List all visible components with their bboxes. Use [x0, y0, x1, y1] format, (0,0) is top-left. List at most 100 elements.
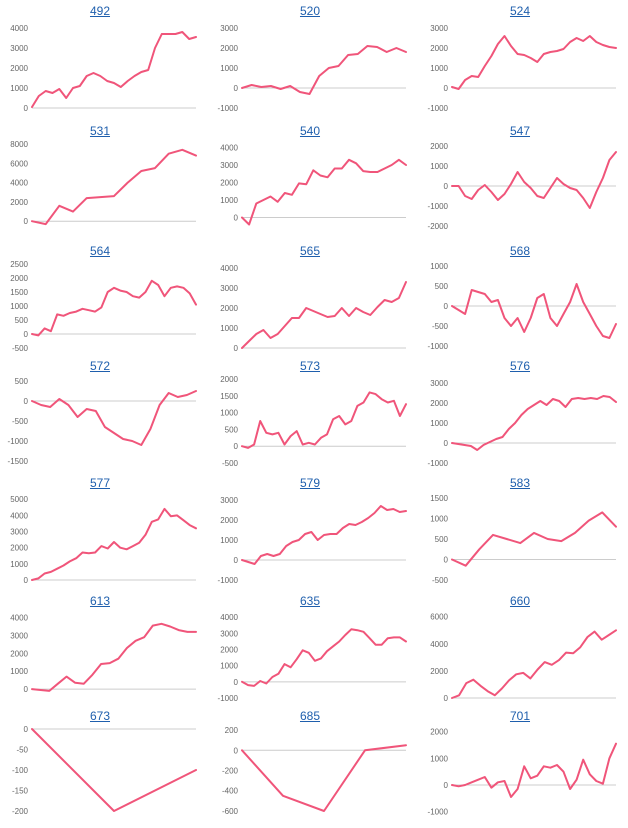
y-tick-label: -400: [222, 787, 239, 796]
y-tick-label: 500: [225, 425, 239, 434]
y-tick-label: 1000: [220, 64, 238, 73]
y-tick-label: -1000: [218, 694, 239, 703]
y-tick-label: 3000: [220, 629, 238, 638]
chart-plot: 0 1000 2000 3000 4000: [220, 144, 407, 226]
y-tick-label: 0: [444, 84, 449, 93]
chart-title-link[interactable]: 579: [299, 476, 321, 490]
chart-panel: 547 -2000 -1000 0 1000 2000: [420, 120, 620, 232]
chart-title-link[interactable]: 576: [509, 359, 531, 373]
y-tick-label: 500: [15, 316, 29, 325]
chart-panel: 673 -200 -150 -100 -50 0: [0, 705, 200, 817]
y-tick-label: 3000: [220, 284, 238, 293]
y-tick-label: 1000: [430, 162, 448, 171]
y-tick-label: 0: [444, 694, 449, 703]
y-tick-label: 0: [444, 439, 449, 448]
chart-plot: 0 1000 2000 3000 4000 5000: [10, 495, 197, 585]
y-tick-label: 0: [24, 725, 29, 734]
chart-plot: -600 -400 -200 0 200: [222, 726, 407, 816]
chart-plot: -1000 -500 0 500 1000: [428, 262, 617, 351]
y-tick-label: -1000: [428, 459, 449, 468]
y-tick-label: 1000: [220, 409, 238, 418]
chart-plot: -1000 0 1000 2000 3000: [428, 379, 617, 468]
y-tick-label: 2000: [220, 44, 238, 53]
chart-title-link[interactable]: 635: [299, 594, 321, 608]
y-tick-label: 3000: [10, 44, 28, 53]
y-tick-label: 1000: [430, 515, 448, 524]
y-tick-label: 1000: [10, 560, 28, 569]
chart-plot: -2000 -1000 0 1000 2000: [428, 142, 617, 231]
y-tick-label: 2000: [220, 516, 238, 525]
chart-title-link[interactable]: 673: [89, 709, 111, 723]
series-line: [31, 728, 197, 812]
chart-title-link[interactable]: 685: [299, 709, 321, 723]
y-tick-label: 0: [24, 397, 29, 406]
chart-plot: 0 2000 4000 6000 8000: [10, 140, 197, 226]
chart-title-link[interactable]: 492: [89, 4, 111, 18]
y-tick-label: 3000: [430, 379, 448, 388]
chart-plot: -1000 0 1000 2000: [428, 728, 617, 817]
chart-title-link[interactable]: 613: [89, 594, 111, 608]
y-tick-label: -1000: [428, 808, 449, 817]
chart-title-link[interactable]: 577: [89, 476, 111, 490]
chart-title-link[interactable]: 568: [509, 244, 531, 258]
y-tick-label: 2500: [10, 260, 28, 269]
chart-title-link[interactable]: 701: [509, 709, 531, 723]
chart-title-link[interactable]: 547: [509, 124, 531, 138]
chart-title-link[interactable]: 565: [299, 244, 321, 258]
y-tick-label: 1500: [10, 288, 28, 297]
y-tick-label: -200: [222, 766, 239, 775]
y-tick-label: 1000: [10, 84, 28, 93]
series-line: [241, 628, 407, 687]
y-tick-label: 1000: [220, 662, 238, 671]
chart-panel: 572 -1500 -1000 -500 0 500: [0, 355, 200, 467]
chart-plot: -1000 0 1000 2000 3000 4000: [218, 613, 407, 703]
chart-plot: 0 1000 2000 3000 4000: [10, 24, 197, 113]
series-line: [451, 283, 617, 339]
chart-panel: 568 -1000 -500 0 500 1000: [420, 240, 620, 352]
y-tick-label: 4000: [220, 613, 238, 622]
y-tick-label: 1000: [430, 419, 448, 428]
y-tick-label: 1000: [220, 324, 238, 333]
chart-title-link[interactable]: 660: [509, 594, 531, 608]
chart-panel: 492 0 1000 2000 3000 4000: [0, 0, 200, 113]
series-line: [31, 622, 197, 692]
y-tick-label: 4000: [10, 179, 28, 188]
y-tick-label: 500: [435, 535, 449, 544]
chart-plot: -1000 0 1000 2000 3000: [428, 24, 617, 113]
chart-title-link[interactable]: 531: [89, 124, 111, 138]
chart-title-link[interactable]: 540: [299, 124, 321, 138]
series-line: [241, 505, 407, 565]
y-tick-label: 3000: [220, 161, 238, 170]
y-tick-label: -1000: [428, 104, 449, 113]
chart-plot: -200 -150 -100 -50 0: [12, 725, 197, 816]
y-tick-label: 0: [24, 104, 29, 113]
y-tick-label: 4000: [10, 24, 28, 33]
y-tick-label: 8000: [10, 140, 28, 149]
chart-title-link[interactable]: 520: [299, 4, 321, 18]
chart-panel: 524 -1000 0 1000 2000 3000: [420, 0, 620, 113]
y-tick-label: -500: [12, 417, 29, 426]
y-tick-label: 0: [444, 556, 449, 565]
y-tick-label: -2000: [428, 222, 449, 231]
chart-title-link[interactable]: 583: [509, 476, 531, 490]
chart-title-link[interactable]: 573: [299, 359, 321, 373]
chart-panel: 685 -600 -400 -200 0 200: [210, 705, 410, 817]
y-tick-label: 5000: [10, 495, 28, 504]
y-tick-label: -1500: [8, 457, 29, 466]
series-line: [241, 744, 407, 812]
chart-panel: 660 0 2000 4000 6000: [420, 590, 620, 703]
y-tick-label: 1500: [220, 392, 238, 401]
y-tick-label: -50: [16, 745, 28, 754]
chart-plot: -1000 0 1000 2000 3000: [218, 496, 407, 585]
y-tick-label: 3000: [220, 496, 238, 505]
chart-title-link[interactable]: 572: [89, 359, 111, 373]
chart-plot: -500 0 500 1000 1500 2000: [220, 375, 407, 468]
y-tick-label: 0: [234, 746, 239, 755]
chart-title-link[interactable]: 524: [509, 4, 531, 18]
chart-panel: 635 -1000 0 1000 2000 3000 4000: [210, 590, 410, 703]
chart-panel: 540 0 1000 2000 3000 4000: [210, 120, 410, 232]
chart-plot: -1500 -1000 -500 0 500: [8, 377, 197, 466]
chart-panel: 520 -1000 0 1000 2000 3000: [210, 0, 410, 113]
y-tick-label: 500: [435, 282, 449, 291]
chart-title-link[interactable]: 564: [89, 244, 111, 258]
